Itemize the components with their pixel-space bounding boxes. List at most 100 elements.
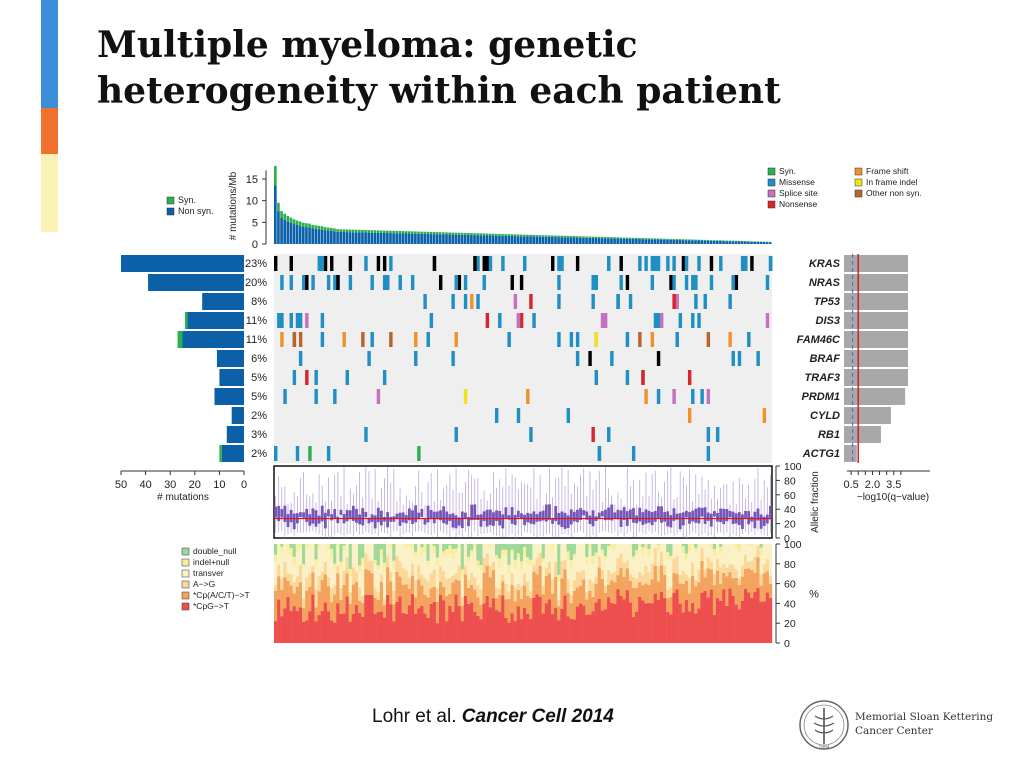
spectrum-segment (635, 554, 639, 579)
violin-body (311, 508, 315, 524)
nonsyn-bar (314, 228, 318, 244)
mutation-cell (687, 370, 692, 385)
significance-bar (844, 255, 908, 272)
spectrum-segment (650, 544, 654, 564)
spectrum-segment (292, 606, 296, 643)
spectrum-segment (370, 544, 374, 561)
nonsyn-bar (286, 221, 290, 244)
spectrum-segment (482, 544, 486, 558)
spectrum-segment (373, 560, 377, 565)
mutation-cell (728, 332, 732, 347)
spectrum-segment (351, 613, 356, 643)
spectrum-segment (697, 608, 701, 643)
spectrum-bars (274, 544, 773, 643)
spectrum-segment (382, 617, 387, 643)
violin-body (464, 512, 467, 519)
syn-bar (320, 226, 324, 230)
spectrum-segment (460, 597, 465, 606)
syn-bar (494, 233, 498, 236)
nonsyn-bar (622, 238, 626, 244)
spectrum-segment (354, 581, 359, 605)
violin-body (327, 509, 330, 517)
spectrum-segment (358, 565, 362, 573)
spectrum-segment (681, 544, 686, 547)
spectrum-segment (703, 577, 707, 591)
spectrum-segment (566, 544, 570, 552)
mutation-cell (289, 275, 293, 290)
syn-bar (588, 236, 592, 238)
syn-bar (423, 231, 427, 234)
nonsyn-bar (277, 211, 280, 244)
violin-body (753, 511, 757, 529)
spectrum-segment (737, 584, 742, 610)
spectrum-segment (451, 611, 455, 643)
spectrum-segment (529, 564, 533, 592)
mutation-cell (706, 332, 711, 347)
violin-body (510, 507, 514, 524)
violin-body (457, 517, 461, 526)
citation-authors: Lohr et al. (372, 706, 457, 727)
spectrum-segment (731, 596, 735, 643)
spectrum-segment (442, 586, 446, 601)
spectrum-segment (526, 544, 530, 558)
spectrum-segment (529, 559, 533, 565)
syn-bar (470, 233, 473, 236)
spectrum-segment (382, 599, 387, 606)
syn-bar (644, 238, 648, 240)
nonsyn-bar (507, 235, 511, 244)
spectrum-segment (504, 555, 508, 584)
spectrum-segment (448, 577, 452, 594)
spectrum-segment (494, 558, 499, 588)
violin-body (479, 514, 483, 527)
mutation-cell (305, 313, 309, 328)
spectrum-segment (280, 546, 284, 554)
syn-bar (747, 241, 750, 242)
syn-bar (420, 231, 423, 234)
count-x-tick-label: 50 (115, 479, 127, 491)
spectrum-segment (277, 544, 281, 546)
nonsyn-bar (326, 230, 330, 244)
spectrum-segment (314, 607, 318, 622)
spectrum-segment (750, 545, 754, 561)
spectrum-segment (358, 600, 362, 613)
violin-body (750, 516, 754, 522)
spectrum-segment (277, 545, 281, 565)
syn-bar (404, 231, 408, 234)
nonsyn-bar (603, 238, 607, 244)
spectrum-segment (740, 576, 745, 601)
spectrum-segment (361, 596, 365, 603)
mutation-cell (591, 275, 595, 290)
violin-body (694, 508, 698, 523)
spectrum-segment (594, 556, 598, 577)
spectrum-segment (308, 573, 312, 587)
spectrum-segment (551, 579, 555, 594)
syn-bar (395, 230, 399, 234)
spectrum-segment (647, 549, 651, 557)
spectrum-segment (712, 554, 717, 574)
mutation-cell (566, 408, 570, 423)
spectrum-segment (622, 544, 626, 563)
spectrum-segment (317, 576, 321, 592)
spectrum-segment (725, 605, 729, 643)
gene-frequency-label: 3% (251, 429, 267, 441)
spectrum-segment (759, 555, 763, 575)
mutation-cell (659, 313, 664, 328)
spectrum-segment (666, 560, 670, 591)
spectrum-segment (485, 566, 489, 596)
nonsyn-bar (345, 232, 349, 244)
spectrum-segment (594, 602, 598, 643)
spectrum-segment (551, 593, 555, 615)
nonsyn-bar (274, 185, 277, 244)
spectrum-segment (417, 544, 421, 565)
spectrum-segment (292, 593, 296, 607)
spectrum-segment (292, 566, 296, 583)
spectrum-segment (631, 587, 636, 618)
gene-frequency-label: 2% (251, 410, 267, 422)
syn-bar (448, 232, 451, 235)
spectrum-segment (289, 555, 293, 575)
spectrum-segment (314, 544, 318, 560)
spectrum-segment (494, 598, 499, 611)
spectrum-segment (476, 597, 480, 616)
spectrum-segment (719, 600, 723, 643)
mutation-cell (625, 332, 630, 347)
